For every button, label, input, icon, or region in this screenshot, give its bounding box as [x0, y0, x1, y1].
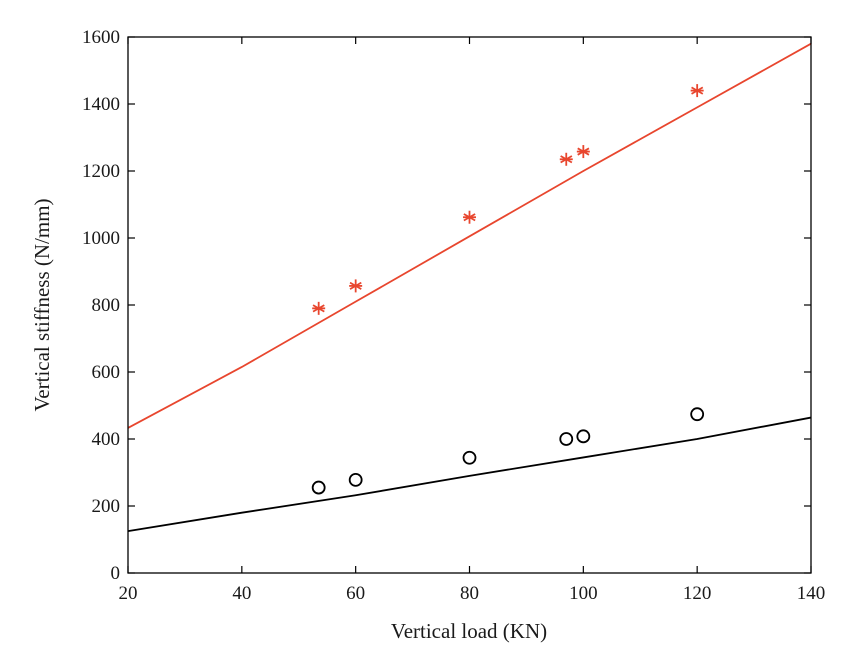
y-tick-label: 600 — [92, 362, 121, 383]
x-tick-label: 140 — [797, 583, 826, 604]
x-tick-label: 40 — [232, 583, 251, 604]
asterisk-marker — [349, 279, 363, 293]
y-axis-title: Vertical stiffness (N/mm) — [30, 198, 54, 411]
asterisk-marker — [312, 301, 326, 315]
y-tick-label: 800 — [92, 295, 121, 316]
y-tick-label: 400 — [92, 429, 121, 450]
fit-line-1 — [127, 42, 812, 429]
fit-line-3 — [127, 416, 812, 533]
asterisk-marker — [576, 145, 590, 159]
y-tick-label: 1400 — [82, 94, 120, 115]
x-tick-label: 60 — [346, 583, 365, 604]
x-tick-label: 100 — [569, 583, 598, 604]
x-tick-label: 80 — [460, 583, 479, 604]
circle-marker — [559, 432, 574, 446]
circle-marker — [690, 407, 705, 422]
asterisk-marker — [463, 210, 476, 224]
circle-marker — [348, 472, 363, 487]
x-axis-title: Vertical load (KN) — [391, 619, 547, 643]
plot-frame — [127, 36, 812, 574]
circle-marker — [311, 480, 326, 495]
y-tick-label: 0 — [111, 563, 121, 584]
asterisk-marker — [559, 152, 573, 166]
y-tick-label: 1000 — [82, 228, 120, 249]
axes: 20 40 60 80 100 120 14002004006008001000120014… — [82, 27, 825, 604]
plot-area — [127, 42, 812, 533]
y-tick-label: 1200 — [82, 161, 120, 182]
y-tick-label: 1600 — [82, 27, 120, 48]
circle-marker — [576, 429, 591, 444]
x-tick-label: 120 — [683, 583, 712, 604]
y-tick-label: 200 — [92, 496, 121, 517]
asterisk-marker — [690, 84, 704, 98]
x-tick-label: 20 — [119, 583, 138, 604]
circle-marker — [462, 450, 477, 465]
